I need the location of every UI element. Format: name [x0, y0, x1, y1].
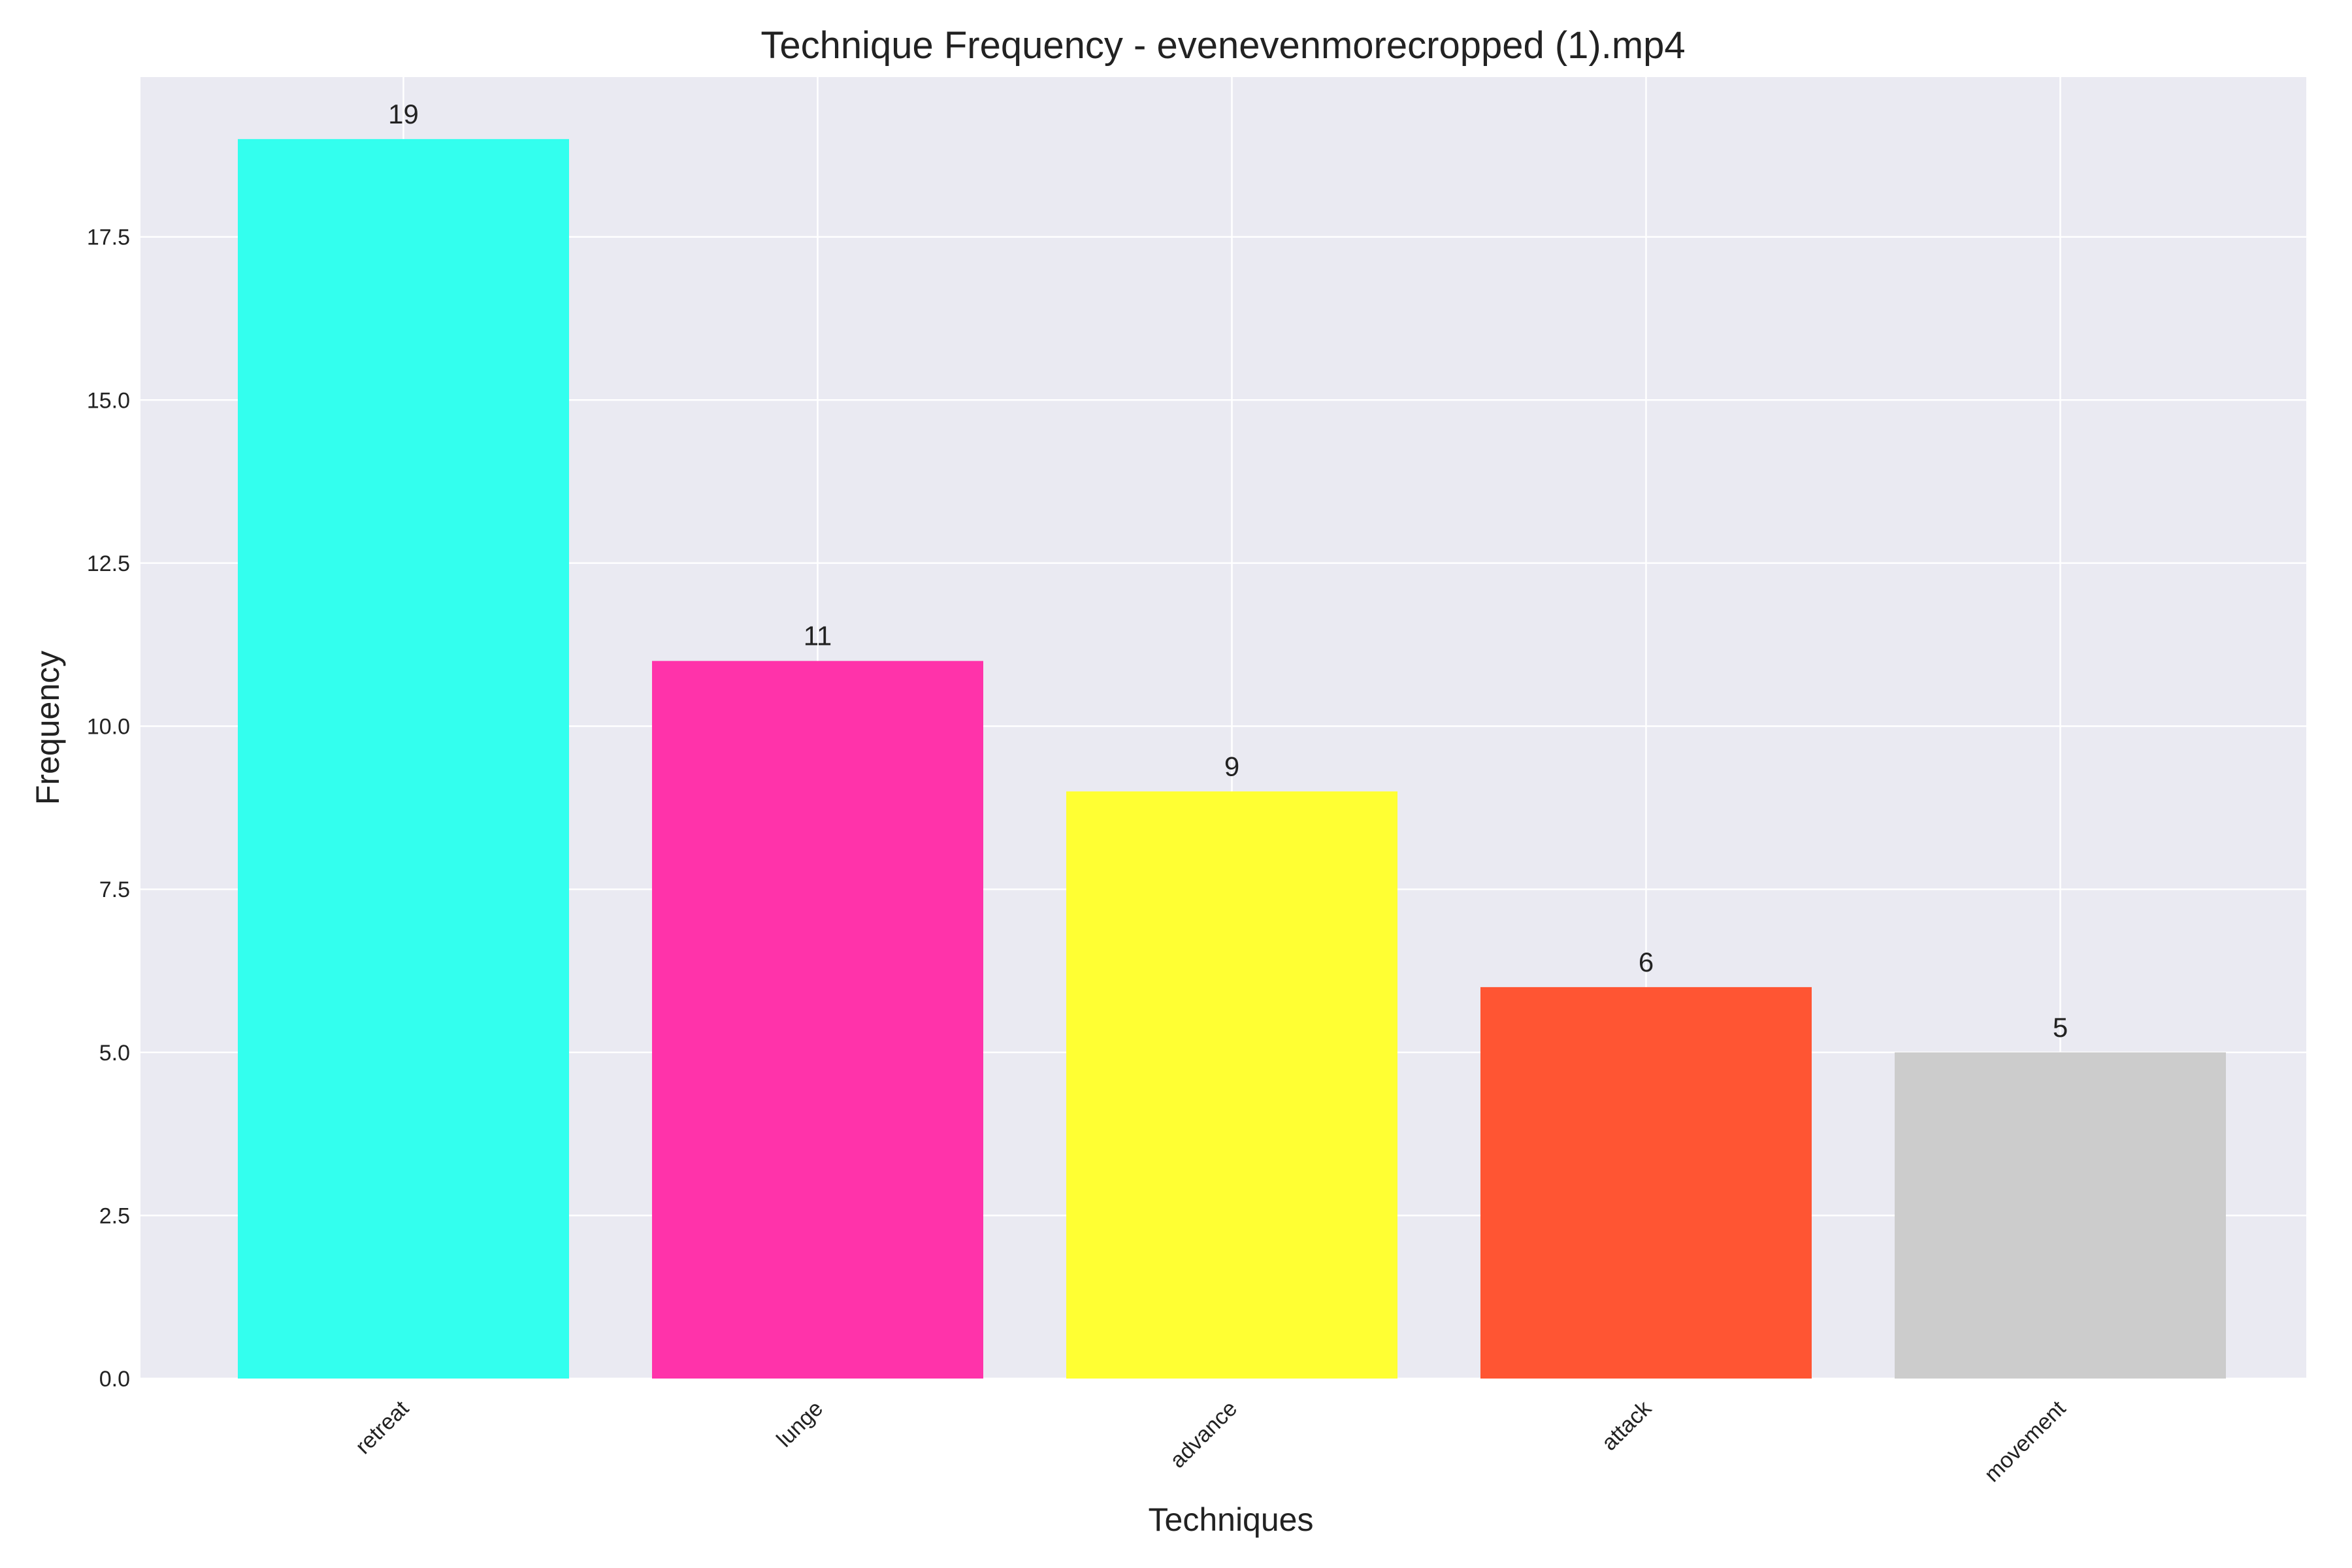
bar-value-label: 19: [388, 99, 419, 129]
bar-lunge: [652, 661, 983, 1379]
x-tick-label: lunge: [772, 1396, 828, 1452]
bar-layer: [238, 139, 2226, 1379]
y-tick-label: 7.5: [99, 877, 130, 902]
y-tick-label: 10.0: [87, 715, 130, 740]
x-tick-label: advance: [1165, 1396, 1242, 1473]
x-tick-label: movement: [1980, 1396, 2070, 1486]
x-axis-title: Techniques: [1149, 1501, 1314, 1538]
bar-value-label: 5: [2053, 1012, 2068, 1043]
y-tick-label: 2.5: [99, 1203, 130, 1228]
y-tick-label: 15.0: [87, 388, 130, 413]
bar-value-label: 9: [1224, 751, 1239, 781]
chart-title: Technique Frequency - evenevenmorecroppe…: [760, 24, 1685, 67]
bar-advance: [1066, 791, 1397, 1379]
y-tick-label: 12.5: [87, 551, 130, 576]
x-tick-label: attack: [1597, 1396, 1657, 1456]
bar-movement: [1895, 1052, 2226, 1379]
x-tick-label: retreat: [351, 1396, 414, 1459]
y-axis-title: Frequency: [29, 651, 66, 805]
y-tick-label: 0.0: [99, 1367, 130, 1392]
bar-value-label: 11: [804, 621, 832, 651]
bar-retreat: [238, 139, 569, 1379]
y-tick-label: 5.0: [99, 1041, 130, 1066]
bar-value-label: 6: [1639, 947, 1654, 977]
bar-attack: [1480, 987, 1812, 1379]
y-tick-label: 17.5: [87, 225, 130, 250]
